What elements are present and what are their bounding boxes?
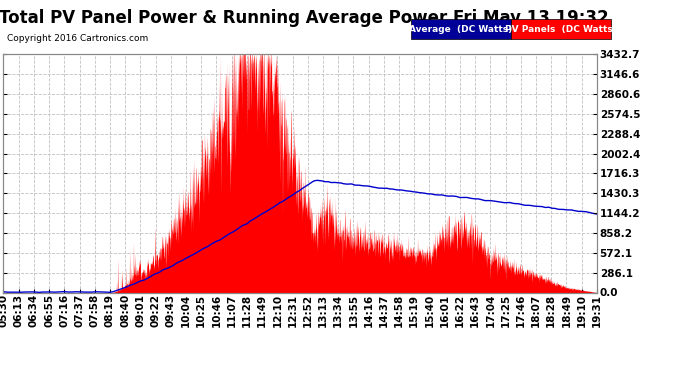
Text: Copyright 2016 Cartronics.com: Copyright 2016 Cartronics.com [7,34,148,43]
Text: PV Panels  (DC Watts): PV Panels (DC Watts) [504,25,617,34]
Text: Total PV Panel Power & Running Average Power Fri May 13 19:32: Total PV Panel Power & Running Average P… [0,9,609,27]
Text: Average  (DC Watts): Average (DC Watts) [409,25,512,34]
